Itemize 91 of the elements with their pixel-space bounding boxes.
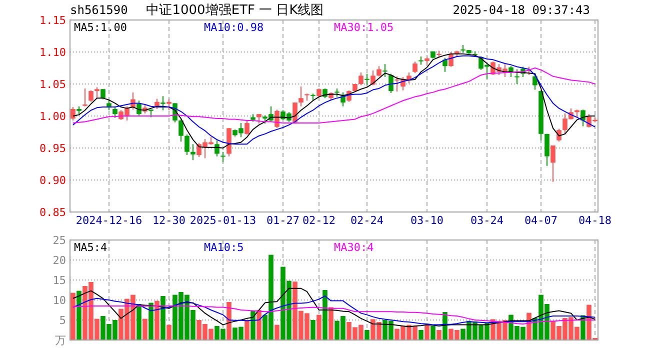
candlestick	[220, 151, 226, 163]
candlestick	[112, 106, 118, 118]
candlestick	[178, 118, 184, 142]
x-tick-label: 04-07	[524, 214, 558, 227]
bar	[142, 318, 148, 340]
chart-subtitle: sh561590	[70, 3, 128, 17]
candlestick	[382, 64, 388, 78]
bar	[160, 296, 166, 340]
candlestick	[532, 72, 538, 90]
bar	[70, 292, 76, 340]
candlestick	[70, 106, 76, 121]
bar	[418, 330, 424, 340]
bar	[322, 290, 328, 340]
y-tick-label: 10	[52, 294, 66, 307]
text: MA10:0.98	[204, 21, 264, 34]
text: 2025-04-18 09:37:43	[452, 3, 590, 17]
candlestick	[298, 86, 304, 107]
candlestick	[106, 100, 112, 111]
bar	[154, 300, 160, 340]
candlestick	[100, 88, 106, 100]
y-tick-label: 1.05	[40, 78, 66, 91]
candlestick	[256, 114, 262, 124]
bar	[76, 290, 82, 340]
candlestick	[370, 70, 376, 86]
candlestick	[190, 144, 196, 161]
candlestick	[388, 73, 394, 94]
bar	[244, 320, 250, 340]
line-series	[72, 296, 596, 326]
bar	[256, 310, 262, 340]
y-tick-label: 20	[52, 254, 66, 267]
candlestick	[442, 57, 448, 72]
candlestick	[184, 134, 190, 156]
bar	[226, 302, 232, 340]
y-tick-label: 1.00	[40, 110, 66, 123]
text: MA5:4	[74, 241, 108, 254]
x-tick-label: 04-18	[578, 214, 612, 227]
text: MA5:1.00	[74, 21, 127, 34]
y-tick-label: 0.90	[40, 174, 66, 187]
text: MA10:5	[204, 241, 244, 254]
text: MA30:4	[334, 241, 374, 254]
candlestick	[136, 100, 142, 116]
line-series	[72, 306, 596, 324]
bar	[364, 330, 370, 340]
candlestick	[94, 86, 100, 99]
y-tick-label: 万	[55, 334, 66, 347]
candlestick	[508, 66, 514, 78]
y-tick-label: 15	[52, 274, 66, 287]
bar	[442, 312, 448, 340]
text: MA30:1.05	[334, 21, 394, 34]
candlestick	[166, 98, 172, 111]
y-tick-label: 25	[52, 234, 66, 247]
x-tick-label: 01-27	[266, 214, 300, 227]
x-tick-label: 02-24	[350, 214, 384, 227]
x-tick-label: 2024-12-16	[76, 214, 142, 227]
bar	[136, 304, 142, 340]
candlestick	[214, 140, 220, 157]
candlestick	[550, 144, 556, 182]
candlestick	[412, 61, 418, 74]
candlestick	[82, 88, 88, 107]
chart-title: 中证1000增强ETF 一 日K线图	[146, 3, 324, 18]
y-tick-label: 5	[59, 314, 66, 327]
x-tick-label: 12-30	[152, 214, 186, 227]
y-tick-label: 0.95	[40, 142, 66, 155]
bar	[328, 307, 334, 340]
candlestick	[514, 68, 520, 84]
bar	[250, 310, 256, 340]
bar	[166, 324, 172, 340]
bar	[430, 326, 436, 340]
x-tick-label: 2025-01-13	[190, 214, 256, 227]
bar	[310, 320, 316, 340]
line-series	[72, 68, 596, 124]
y-tick-label: 1.10	[40, 46, 66, 59]
bar	[436, 330, 442, 340]
candlestick	[418, 56, 424, 66]
line-series	[72, 288, 596, 328]
candlestick	[544, 133, 550, 166]
candlestick	[88, 90, 94, 102]
x-tick-label: 02-12	[302, 214, 336, 227]
bar	[274, 324, 280, 340]
candlestick	[376, 66, 382, 77]
candlestick	[358, 72, 364, 86]
x-tick-label: 03-10	[410, 214, 444, 227]
candlestick	[160, 96, 166, 111]
x-tick-label: 03-24	[470, 214, 504, 227]
candlestick	[244, 120, 250, 136]
y-tick-label: 0.85	[40, 206, 66, 219]
y-tick-label: 1.15	[40, 14, 66, 27]
bar	[424, 324, 430, 340]
candlestick	[364, 73, 370, 86]
bar	[316, 314, 322, 340]
bar	[148, 302, 154, 340]
